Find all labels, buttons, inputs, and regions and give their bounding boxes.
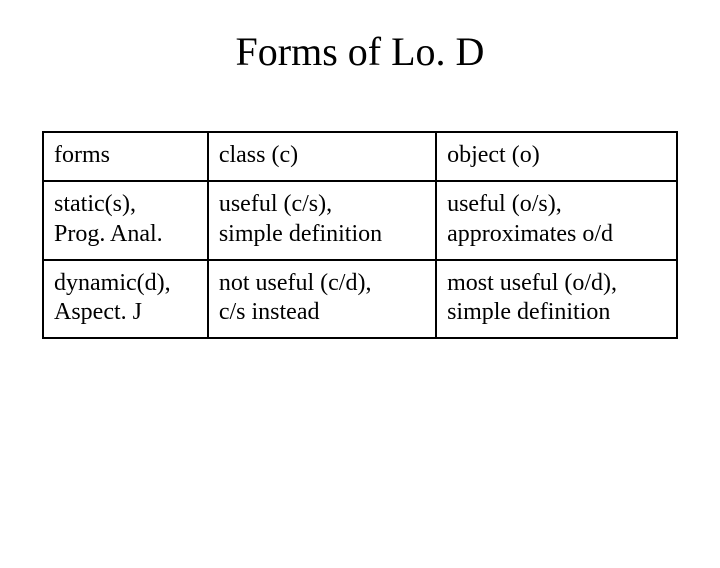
header-class: class (c) (208, 132, 436, 181)
cell-forms-dynamic: dynamic(d), Aspect. J (43, 260, 208, 339)
header-object: object (o) (436, 132, 677, 181)
cell-line: approximates o/d (447, 221, 613, 247)
cell-line: static(s), (54, 191, 136, 217)
cell-line: useful (c/s), (219, 191, 332, 217)
cell-line: Prog. Anal. (54, 221, 163, 247)
slide: Forms of Lo. D forms class (c) object (o… (0, 28, 720, 568)
table-row: static(s), Prog. Anal. useful (c/s), sim… (43, 181, 677, 260)
forms-table: forms class (c) object (o) static(s), Pr… (42, 131, 678, 339)
cell-line: not useful (c/d), (219, 270, 372, 296)
cell-line: c/s instead (219, 299, 320, 325)
cell-class-static: useful (c/s), simple definition (208, 181, 436, 260)
cell-line: Aspect. J (54, 299, 142, 325)
cell-line: simple definition (447, 299, 610, 325)
table-container: forms class (c) object (o) static(s), Pr… (42, 131, 678, 339)
cell-object-static: useful (o/s), approximates o/d (436, 181, 677, 260)
table-header-row: forms class (c) object (o) (43, 132, 677, 181)
table-row: dynamic(d), Aspect. J not useful (c/d), … (43, 260, 677, 339)
header-forms: forms (43, 132, 208, 181)
slide-title: Forms of Lo. D (0, 28, 720, 75)
cell-class-dynamic: not useful (c/d), c/s instead (208, 260, 436, 339)
cell-object-dynamic: most useful (o/d), simple definition (436, 260, 677, 339)
cell-line: dynamic(d), (54, 270, 171, 296)
cell-line: simple definition (219, 221, 382, 247)
cell-forms-static: static(s), Prog. Anal. (43, 181, 208, 260)
cell-line: most useful (o/d), (447, 270, 617, 296)
cell-line: useful (o/s), (447, 191, 562, 217)
